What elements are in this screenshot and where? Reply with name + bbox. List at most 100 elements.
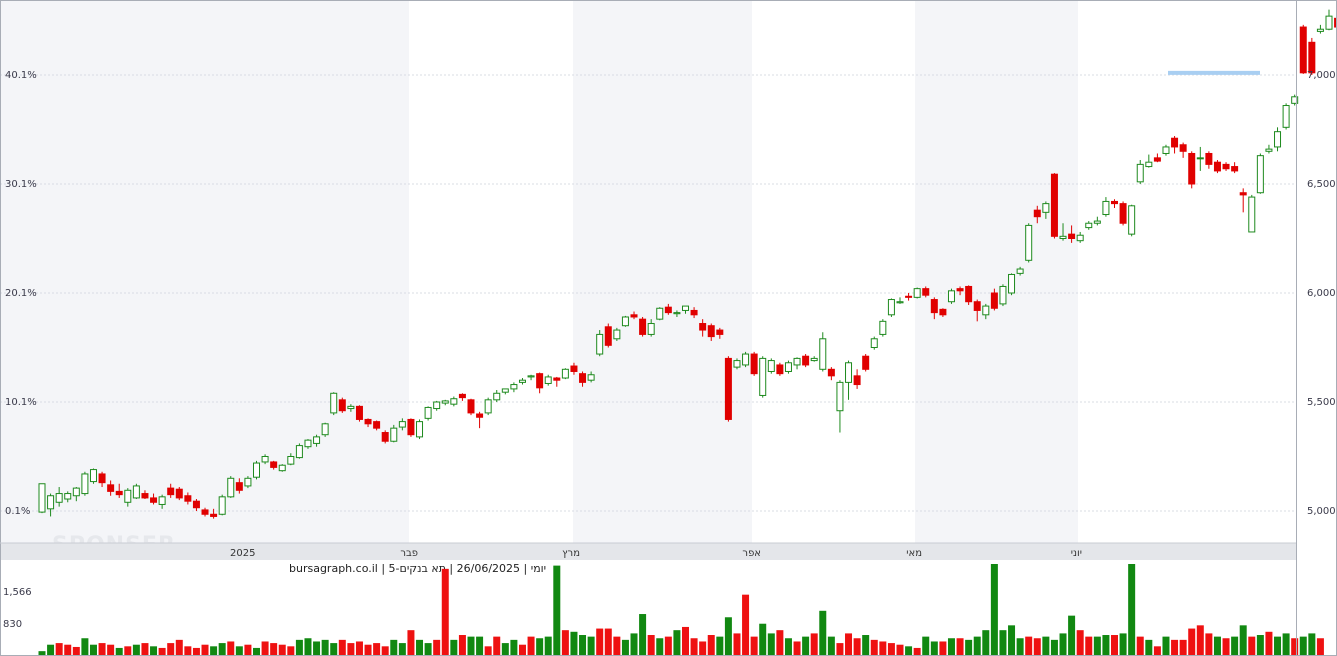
candle bbox=[81, 471, 89, 496]
candle bbox=[1308, 37, 1316, 75]
candle bbox=[132, 483, 140, 500]
candle-body bbox=[1008, 273, 1016, 294]
candle-body bbox=[313, 436, 321, 444]
left-axis-label: 20.1% bbox=[5, 288, 37, 299]
candle-body bbox=[810, 357, 818, 362]
candle-body bbox=[1033, 209, 1041, 218]
candle-body bbox=[261, 456, 269, 463]
candle-body bbox=[1016, 268, 1024, 274]
volume-bar bbox=[81, 638, 89, 656]
candle bbox=[287, 453, 295, 466]
candle-body bbox=[784, 362, 792, 372]
candle-body bbox=[458, 393, 466, 399]
volume-bar bbox=[776, 630, 784, 656]
volume-bar bbox=[304, 638, 312, 656]
volume-bar bbox=[347, 643, 355, 656]
candle bbox=[939, 308, 947, 317]
candle-body bbox=[1050, 173, 1058, 237]
candle-body bbox=[467, 399, 475, 414]
candle-body bbox=[664, 306, 672, 314]
candle-body bbox=[1239, 192, 1247, 196]
candle-body bbox=[1042, 203, 1050, 213]
volume-bar bbox=[784, 638, 792, 656]
candle bbox=[1196, 146, 1204, 171]
volume-bar bbox=[690, 638, 698, 656]
volume-bar bbox=[716, 636, 724, 656]
candle-body bbox=[733, 360, 741, 368]
candle-body bbox=[484, 399, 492, 414]
candle bbox=[38, 483, 46, 514]
candle bbox=[973, 299, 981, 322]
volume-bar bbox=[441, 568, 449, 656]
candle bbox=[965, 285, 973, 305]
candle bbox=[656, 307, 664, 321]
candle-body bbox=[707, 325, 715, 338]
candle-body bbox=[999, 285, 1007, 305]
candle bbox=[536, 372, 544, 394]
volume-bar bbox=[373, 643, 381, 656]
volume-bar bbox=[510, 639, 518, 656]
candle bbox=[827, 367, 835, 381]
candle-body bbox=[1282, 105, 1290, 128]
volume-bar bbox=[1316, 638, 1324, 656]
candle-body bbox=[476, 413, 484, 418]
volume-bar bbox=[1256, 635, 1264, 656]
candle-body bbox=[596, 333, 604, 355]
candle-body bbox=[1068, 233, 1076, 239]
candle-body bbox=[1248, 196, 1256, 233]
volume-bar bbox=[295, 639, 303, 656]
volume-bar bbox=[381, 646, 389, 656]
volume-bar bbox=[879, 641, 887, 656]
volume-bar bbox=[175, 639, 183, 656]
candle bbox=[1222, 162, 1230, 171]
candle-body bbox=[1205, 152, 1213, 165]
candle-body bbox=[973, 301, 981, 311]
volume-bar bbox=[579, 635, 587, 656]
candle-body bbox=[1196, 157, 1204, 160]
candle-body bbox=[175, 488, 183, 499]
candle-body bbox=[870, 338, 878, 348]
axes: 40.1% 30.1% 20.1% 10.1% 0.1% 7,000 6,500 6,000… bbox=[5, 70, 1336, 517]
candle-body bbox=[47, 495, 55, 510]
candle bbox=[1042, 201, 1050, 219]
candle-body bbox=[64, 493, 72, 500]
volume-bar bbox=[656, 638, 664, 656]
volume-bar bbox=[55, 643, 63, 656]
candle-body bbox=[862, 355, 870, 370]
volume-bar bbox=[158, 647, 166, 656]
candle bbox=[579, 371, 587, 387]
candle-body bbox=[1334, 17, 1337, 28]
volume-bar bbox=[115, 647, 123, 656]
volume-bar bbox=[845, 633, 853, 656]
candle-body bbox=[956, 288, 964, 292]
volume-bar bbox=[210, 646, 218, 656]
volume-bar bbox=[72, 646, 80, 656]
candle-body bbox=[407, 418, 415, 436]
candle bbox=[158, 494, 166, 509]
candle-body bbox=[218, 496, 226, 515]
volume-bar bbox=[1299, 636, 1307, 656]
candle bbox=[313, 434, 321, 447]
volume-bar bbox=[664, 636, 672, 656]
candle bbox=[784, 360, 792, 374]
candle-body bbox=[1308, 41, 1316, 74]
volume-bar bbox=[836, 643, 844, 656]
volume-bar bbox=[896, 644, 904, 656]
volume-bar bbox=[1291, 638, 1299, 656]
candle-body bbox=[167, 487, 175, 496]
volume-bar bbox=[47, 644, 55, 656]
volume-bar bbox=[416, 639, 424, 656]
candle bbox=[639, 316, 647, 337]
candle bbox=[793, 357, 801, 370]
volume-bar bbox=[1025, 636, 1033, 656]
volume-bar bbox=[553, 565, 561, 656]
candle bbox=[1299, 24, 1307, 74]
volume-bar bbox=[141, 643, 149, 656]
volume-bar bbox=[201, 644, 209, 656]
candle bbox=[810, 356, 818, 362]
candle-body bbox=[1085, 222, 1093, 229]
candle-body bbox=[604, 326, 612, 346]
candle bbox=[115, 483, 123, 498]
volume-bar bbox=[1239, 625, 1247, 656]
candle bbox=[398, 418, 406, 431]
